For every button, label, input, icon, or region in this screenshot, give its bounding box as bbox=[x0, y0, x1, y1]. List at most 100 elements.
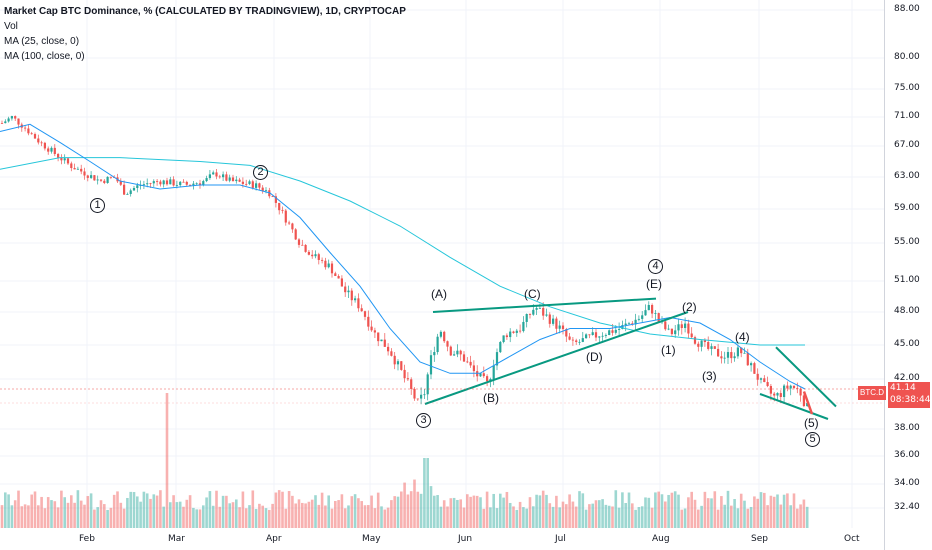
volume-bar bbox=[439, 506, 443, 528]
volume-bar bbox=[277, 490, 281, 528]
candle bbox=[261, 187, 264, 191]
price-scale[interactable] bbox=[884, 0, 932, 550]
candle bbox=[618, 328, 621, 330]
volume-bar bbox=[578, 491, 581, 528]
volume-bar bbox=[4, 492, 7, 528]
candle bbox=[578, 341, 581, 343]
volume-bar bbox=[17, 490, 20, 528]
volume-bar bbox=[93, 509, 96, 528]
volume-bar bbox=[314, 495, 317, 528]
volume-bar bbox=[155, 495, 159, 528]
volume-bar bbox=[13, 500, 17, 528]
candle bbox=[532, 309, 535, 315]
candle bbox=[307, 251, 310, 255]
volume-bar bbox=[479, 497, 482, 528]
candle bbox=[588, 334, 591, 336]
candle bbox=[624, 323, 627, 326]
volume-bar bbox=[792, 493, 796, 528]
candle bbox=[30, 133, 33, 135]
candle bbox=[502, 335, 505, 343]
wave-label: 1 bbox=[90, 198, 105, 213]
volume-bar bbox=[228, 503, 231, 528]
volume-bar bbox=[393, 496, 396, 528]
volume-bar bbox=[591, 503, 594, 528]
candle bbox=[222, 174, 225, 178]
candle bbox=[40, 142, 43, 144]
candle bbox=[182, 181, 185, 183]
volume-bar bbox=[221, 495, 225, 528]
volume-bar bbox=[664, 501, 667, 528]
candle bbox=[179, 181, 182, 186]
candle bbox=[291, 223, 294, 230]
x-tick-label: Oct bbox=[844, 534, 860, 544]
candle bbox=[212, 172, 215, 175]
candle bbox=[555, 318, 558, 329]
volume-bar bbox=[786, 493, 789, 528]
volume-bar bbox=[680, 509, 684, 528]
candle bbox=[779, 393, 782, 398]
volume-bar bbox=[433, 495, 436, 528]
volume-bar bbox=[518, 501, 522, 528]
x-tick-label: Feb bbox=[79, 534, 95, 544]
volume-bar bbox=[584, 509, 588, 528]
volume-bar bbox=[482, 508, 486, 528]
y-tick-label: 71.00 bbox=[894, 111, 920, 121]
volume-bar bbox=[291, 495, 294, 528]
volume-bar bbox=[261, 505, 264, 528]
candle bbox=[512, 331, 515, 333]
volume-bar bbox=[185, 499, 189, 528]
candle bbox=[591, 332, 594, 335]
volume-bar bbox=[508, 502, 512, 528]
candle bbox=[667, 328, 670, 330]
wave-label: 4 bbox=[648, 259, 663, 274]
candle bbox=[126, 193, 129, 195]
candle bbox=[433, 352, 436, 356]
volume-bar bbox=[195, 509, 198, 528]
volume-bar bbox=[106, 509, 109, 528]
candle bbox=[162, 180, 165, 185]
candle bbox=[486, 376, 489, 382]
volume-bar bbox=[122, 508, 126, 528]
volume-bar bbox=[310, 499, 314, 528]
legend-vol[interactable]: Vol bbox=[4, 21, 18, 32]
volume-bar bbox=[456, 499, 459, 528]
candle bbox=[786, 385, 789, 389]
volume-bar bbox=[343, 508, 347, 528]
ma25-line bbox=[0, 123, 806, 390]
candle bbox=[426, 374, 429, 395]
candle bbox=[205, 178, 208, 182]
candle bbox=[736, 347, 739, 357]
volume-bar bbox=[109, 507, 113, 528]
candle bbox=[466, 361, 469, 363]
x-tick-label: Sep bbox=[751, 534, 768, 544]
volume-bar bbox=[644, 497, 647, 528]
candle bbox=[373, 330, 376, 333]
candle bbox=[423, 394, 426, 396]
candle bbox=[759, 378, 763, 380]
volume-bar bbox=[489, 507, 492, 528]
legend-ma25[interactable]: MA (25, close, 0) bbox=[4, 36, 80, 47]
volume-bar bbox=[598, 500, 601, 528]
volume-bar bbox=[149, 498, 152, 528]
volume-bar bbox=[327, 495, 330, 528]
volume-bar bbox=[46, 497, 50, 528]
candle bbox=[515, 330, 518, 333]
volume-bar bbox=[162, 506, 165, 528]
candle bbox=[796, 387, 799, 389]
candle bbox=[271, 196, 274, 198]
volume-bar bbox=[254, 508, 258, 528]
x-tick-label: May bbox=[362, 534, 381, 544]
volume-bar bbox=[320, 492, 324, 528]
candle bbox=[86, 175, 89, 178]
candle bbox=[218, 176, 221, 178]
candle bbox=[783, 385, 786, 398]
candles bbox=[0, 115, 809, 408]
candle bbox=[119, 181, 122, 185]
candle bbox=[439, 331, 442, 337]
legend-ma100[interactable]: MA (100, close, 0) bbox=[4, 51, 85, 62]
candle bbox=[429, 355, 433, 375]
candle bbox=[453, 354, 456, 356]
volume-bar bbox=[406, 494, 410, 528]
candle bbox=[377, 332, 380, 342]
